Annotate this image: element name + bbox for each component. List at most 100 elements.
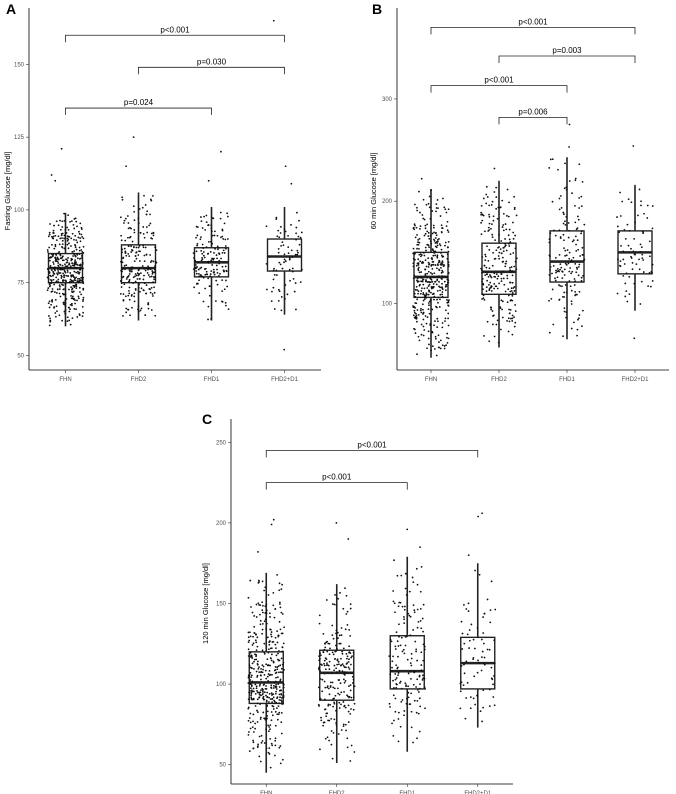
data-point: [202, 300, 205, 303]
data-point: [51, 253, 53, 256]
data-point: [412, 741, 414, 744]
data-point: [426, 223, 429, 226]
data-point: [281, 663, 284, 666]
data-point: [422, 603, 425, 606]
data-point: [269, 657, 272, 659]
data-point: [247, 636, 250, 639]
data-point: [395, 686, 398, 689]
data-point: [211, 230, 213, 233]
data-point: [265, 717, 267, 720]
data-point: [149, 222, 152, 225]
data-point: [467, 602, 470, 605]
data-point: [55, 239, 58, 242]
data-point: [76, 257, 79, 260]
data-point: [73, 253, 76, 255]
data-point: [55, 305, 58, 308]
data-point: [509, 281, 511, 284]
data-point: [333, 664, 336, 667]
data-point: [211, 264, 214, 266]
data-point: [212, 268, 215, 271]
data-point: [549, 268, 551, 271]
data-point: [139, 290, 141, 293]
data-point: [558, 208, 561, 211]
data-point: [126, 215, 129, 217]
data-point: [270, 742, 273, 745]
data-point: [427, 308, 430, 310]
data-point: [338, 634, 341, 637]
x-tick-label: FHD1: [204, 377, 220, 383]
x-tick-label: FHD2: [131, 377, 147, 383]
data-point: [404, 572, 407, 575]
data-point: [73, 262, 76, 265]
data-point: [435, 231, 437, 234]
data-point: [53, 291, 56, 293]
data-point: [326, 650, 329, 653]
data-point: [422, 198, 425, 201]
data-point: [78, 232, 81, 235]
data-point: [71, 317, 74, 320]
outlier-point: [419, 546, 421, 548]
data-point: [570, 259, 573, 262]
p-value-label: p<0.001: [518, 17, 548, 26]
data-point: [147, 303, 149, 305]
data-point: [155, 261, 158, 264]
data-point: [202, 247, 205, 250]
data-point: [419, 620, 422, 622]
data-point: [59, 268, 62, 271]
data-point: [262, 665, 265, 668]
data-point: [263, 683, 265, 686]
data-point: [495, 186, 498, 189]
data-point: [434, 254, 437, 257]
data-point: [648, 255, 651, 258]
data-point: [428, 300, 431, 303]
data-point: [262, 668, 264, 671]
data-point: [559, 268, 562, 271]
data-point: [324, 737, 327, 740]
data-point: [48, 272, 51, 275]
data-point: [427, 231, 430, 234]
data-point: [205, 270, 208, 273]
data-point: [62, 288, 65, 291]
data-point: [261, 601, 264, 604]
data-point: [511, 314, 514, 317]
data-point: [78, 313, 81, 316]
data-point: [132, 205, 135, 208]
data-point: [635, 263, 638, 265]
data-point: [258, 755, 261, 758]
data-point: [481, 293, 484, 295]
data-point: [483, 656, 486, 659]
data-point: [420, 323, 423, 326]
data-point: [433, 231, 435, 234]
data-point: [252, 687, 255, 690]
data-point: [580, 205, 583, 208]
data-point: [48, 231, 51, 234]
data-point: [329, 681, 332, 684]
data-point: [295, 232, 298, 235]
data-point: [331, 651, 334, 654]
data-point: [437, 261, 440, 264]
data-point: [574, 221, 577, 224]
data-point: [342, 647, 345, 650]
data-point: [433, 226, 435, 229]
data-point: [279, 696, 281, 699]
outlier-point: [284, 165, 287, 168]
data-point: [508, 245, 511, 247]
data-point: [569, 285, 572, 288]
data-point: [271, 744, 274, 747]
data-point: [421, 287, 423, 290]
data-point: [346, 624, 349, 626]
data-point: [433, 252, 436, 254]
data-point: [403, 714, 405, 717]
data-point: [426, 272, 429, 275]
data-point: [403, 605, 406, 608]
data-point: [275, 647, 277, 650]
data-point: [424, 294, 427, 297]
data-point: [416, 678, 419, 681]
data-point: [578, 163, 581, 166]
data-point: [492, 215, 495, 218]
data-point: [428, 206, 431, 209]
data-point: [394, 648, 397, 650]
data-point: [398, 601, 401, 604]
data-point: [435, 283, 438, 286]
data-point: [482, 689, 485, 692]
